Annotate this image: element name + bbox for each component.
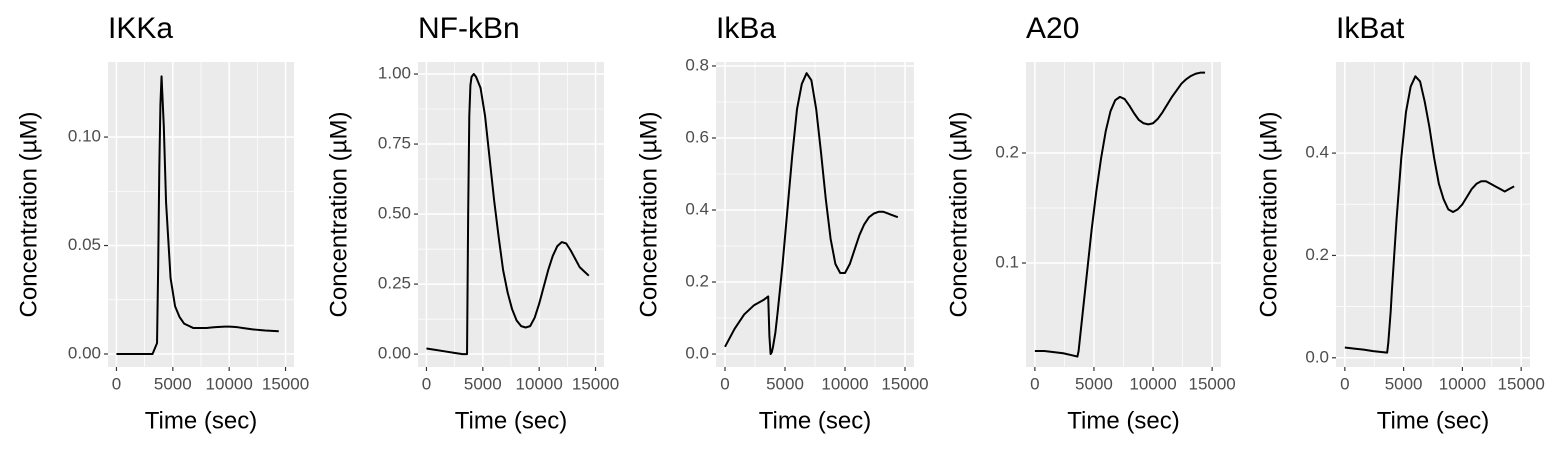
x-tick-label: 0 <box>1340 374 1349 393</box>
y-tick-label: 0.00 <box>378 344 411 363</box>
x-tick-label: 10000 <box>1129 374 1176 393</box>
panel: 0.0 0.2 0.4 0.6 0.8 0 5000 10000 15000 IkBa Time (… <box>635 12 928 434</box>
x-axis-label: Time (sec) <box>1067 407 1179 434</box>
data-line <box>1344 75 1515 354</box>
panel: 0.1 0.2 0 5000 10000 15000 A20 Time (sec) Concen… <box>945 12 1235 434</box>
x-tick-label: 10000 <box>1439 374 1486 393</box>
x-axis-label: Time (sec) <box>1377 407 1489 434</box>
x-tick-label: 15000 <box>1498 374 1545 393</box>
x-axis-label: Time (sec) <box>455 407 567 434</box>
y-axis-label: Concentration (µM) <box>1255 112 1282 318</box>
x-tick-label: 15000 <box>881 374 928 393</box>
x-tick-label: 10000 <box>206 374 253 393</box>
y-axis-label: Concentration (µM) <box>15 112 42 318</box>
data-line <box>1034 71 1206 358</box>
y-tick-label: 0.00 <box>68 343 101 362</box>
y-tick-label: 0.2 <box>685 272 709 291</box>
x-tick-label: 0 <box>112 374 121 393</box>
panel-title: IkBa <box>716 12 776 45</box>
x-tick-label: 0 <box>720 374 729 393</box>
x-tick-label: 5000 <box>1075 374 1113 393</box>
x-tick-label: 15000 <box>262 374 309 393</box>
y-tick-label: 0.4 <box>685 199 709 218</box>
y-tick-label: 0.4 <box>1305 143 1329 162</box>
y-tick-label: 0.2 <box>995 142 1019 161</box>
y-tick-label: 0.10 <box>68 127 101 146</box>
y-tick-label: 0.8 <box>685 55 709 74</box>
data-line <box>116 75 279 355</box>
x-tick-label: 10000 <box>821 374 868 393</box>
panel: 0.00 0.05 0.10 0 5000 10000 15000 IKKa Time (sec… <box>15 12 309 434</box>
data-line <box>426 73 590 356</box>
x-axis-label: Time (sec) <box>145 407 257 434</box>
x-tick-label: 5000 <box>1385 374 1423 393</box>
y-tick-label: 0.6 <box>685 127 709 146</box>
x-tick-label: 0 <box>1030 374 1039 393</box>
panel-title: IKKa <box>108 12 173 45</box>
y-tick-label: 0.1 <box>995 253 1019 272</box>
panel: 0.0 0.2 0.4 0 5000 10000 15000 IkBat Time (sec) C… <box>1255 12 1545 434</box>
panel-title: IkBat <box>1336 12 1405 45</box>
panel-title: NF-kBn <box>418 12 520 45</box>
x-tick-label: 5000 <box>766 374 804 393</box>
y-tick-label: 0.25 <box>378 274 411 293</box>
y-axis-label: Concentration (µM) <box>635 112 662 318</box>
data-line <box>724 72 899 356</box>
x-tick-label: 0 <box>422 374 431 393</box>
y-tick-label: 0.75 <box>378 134 411 153</box>
y-tick-label: 0.50 <box>378 204 411 223</box>
x-axis-label: Time (sec) <box>759 407 871 434</box>
x-tick-label: 5000 <box>154 374 192 393</box>
y-tick-label: 0.05 <box>68 235 101 254</box>
y-tick-label: 0.0 <box>685 344 709 363</box>
y-tick-label: 1.00 <box>378 64 411 83</box>
x-tick-label: 5000 <box>464 374 502 393</box>
x-tick-label: 10000 <box>516 374 563 393</box>
panel-title: A20 <box>1026 12 1079 45</box>
x-tick-label: 15000 <box>572 374 619 393</box>
y-tick-label: 0.2 <box>1305 245 1329 264</box>
panel: 0.00 0.25 0.50 0.75 1.00 0 5000 10000 15000 NF-kB… <box>325 12 619 434</box>
y-axis-label: Concentration (µM) <box>325 112 352 318</box>
y-axis-label: Concentration (µM) <box>945 112 972 318</box>
y-tick-label: 0.0 <box>1305 347 1329 366</box>
x-tick-label: 15000 <box>1188 374 1235 393</box>
